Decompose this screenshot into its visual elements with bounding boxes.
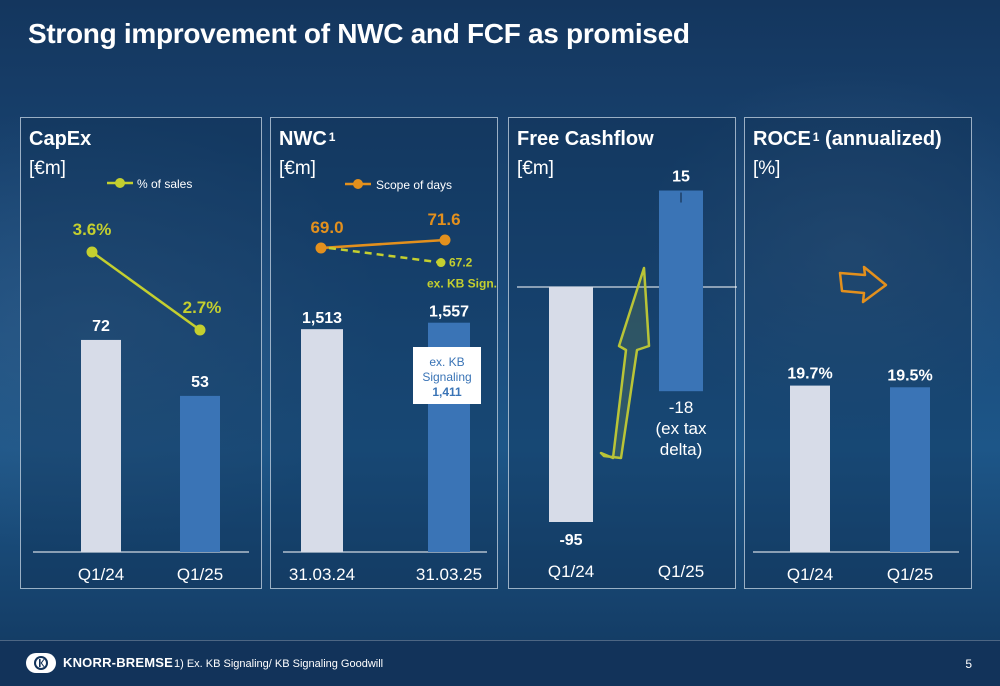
- roce-bar: [790, 385, 830, 552]
- nwc-panel: NWC 1 [€m] 1,513 31.03.24 1,557 31.03.25 ex. …: [270, 117, 498, 589]
- nwc-legend-label: Scope of days: [376, 178, 452, 192]
- nwc-title-text: NWC: [279, 128, 327, 150]
- knorr-bremse-logo-icon: [26, 653, 56, 673]
- fcf-chart: -95 15 -18 (ex tax delta) Q1/24 Q1/25: [517, 169, 737, 581]
- roce-title: ROCE 1 (annualized): [753, 128, 942, 151]
- fcf-bar: [549, 287, 593, 522]
- roce-bar-value: 19.7%: [787, 366, 832, 383]
- capex-x-tick: Q1/25: [177, 565, 223, 584]
- capex-sales-label: 3.6%: [73, 220, 112, 239]
- roce-title-text: ROCE: [753, 128, 811, 150]
- roce-title-suffix: (annualized): [825, 128, 942, 150]
- nwc-chart: 1,513 31.03.24 1,557 31.03.25 ex. KBSignalin…: [283, 178, 497, 584]
- nwc-exkb-point: [436, 258, 446, 268]
- nwc-unit: [€m]: [279, 158, 316, 179]
- capex-sales-point: [194, 324, 206, 336]
- nwc-x-tick: 31.03.24: [289, 565, 355, 584]
- capex-bar: [180, 395, 220, 552]
- capex-sales-point: [86, 246, 98, 258]
- fcf-unit: [€m]: [517, 158, 554, 179]
- capex-bar: [81, 339, 121, 552]
- fcf-extax-label: (ex tax: [655, 419, 707, 438]
- background: [0, 0, 1000, 640]
- fcf-panel: Free Cashflow [€m] -95 15 -18 (ex tax delta)…: [508, 117, 737, 589]
- roce-unit: [%]: [753, 158, 781, 179]
- capex-sales-label: 2.7%: [183, 298, 222, 317]
- nwc-bar-value: 1,557: [429, 304, 469, 321]
- footer: KNORR-BREMSE 1) Ex. KB Signaling/ KB Sig…: [0, 640, 1000, 686]
- nwc-days-line: [320, 238, 446, 250]
- roce-arrow: [838, 265, 888, 304]
- fcf-extax-label: delta): [660, 440, 703, 459]
- page-number: 5: [965, 657, 972, 671]
- roce-x-tick: Q1/24: [787, 565, 833, 584]
- nwc-callout-value: 1,411: [432, 385, 462, 399]
- nwc-callout-box: [413, 347, 481, 404]
- nwc-exkb-caption: ex. KB Sign.: [427, 277, 497, 291]
- logo-text: KNORR-BREMSE: [63, 655, 174, 670]
- capex-bar-value: 72: [92, 318, 110, 335]
- roce-x-tick: Q1/25: [887, 565, 933, 584]
- roce-panel: ROCE 1 (annualized) [%] 19.7% Q1/24 19.5% Q1…: [744, 117, 972, 589]
- fcf-improvement-arrow: [599, 266, 651, 460]
- capex-unit: [€m]: [29, 158, 66, 179]
- nwc-exkb-value: 67.2: [449, 256, 473, 270]
- fcf-bar-value: 15: [672, 169, 690, 186]
- fcf-x-tick: Q1/24: [548, 562, 594, 581]
- nwc-legend-marker: [353, 179, 363, 189]
- nwc-days-point: [439, 234, 451, 246]
- nwc-callout-line2: Signaling: [422, 370, 471, 384]
- fcf-title: Free Cashflow: [517, 128, 654, 150]
- roce-title-footnote: 1: [812, 130, 820, 144]
- footnote: 1) Ex. KB Signaling/ KB Signaling Goodwi…: [174, 658, 384, 670]
- nwc-bar: [301, 329, 343, 552]
- nwc-title-footnote: 1: [328, 130, 336, 144]
- nwc-days-label: 69.0: [310, 218, 343, 237]
- slide-title: Strong improvement of NWC and FCF as pro…: [28, 18, 690, 49]
- nwc-days-label: 71.6: [427, 210, 460, 229]
- capex-legend-label: % of sales: [137, 177, 192, 191]
- roce-bar-value: 19.5%: [887, 367, 932, 384]
- capex-sales-line: [91, 250, 201, 332]
- capex-chart: 72 Q1/24 53 Q1/25 3.6% 2.7% % of sales: [33, 177, 249, 584]
- capex-panel: CapEx [€m] 72 Q1/24 53 Q1/25 3.6% 2.7% % of sa…: [20, 117, 262, 589]
- fcf-extax-bar: [659, 287, 703, 392]
- fcf-extax-label: -18: [669, 398, 694, 417]
- nwc-bar-value: 1,513: [302, 310, 342, 327]
- capex-bar-value: 53: [191, 374, 209, 391]
- nwc-days-point: [315, 242, 327, 254]
- capex-x-tick: Q1/24: [78, 565, 124, 584]
- fcf-bar-value: -95: [559, 532, 582, 549]
- fcf-bar: [659, 190, 703, 287]
- nwc-x-tick: 31.03.25: [416, 565, 482, 584]
- nwc-exkb-dashed-line: [328, 246, 442, 264]
- roce-chart: 19.7% Q1/24 19.5% Q1/25: [753, 265, 959, 584]
- roce-bar: [890, 387, 930, 552]
- nwc-title: NWC 1: [279, 128, 335, 151]
- capex-title: CapEx: [29, 128, 92, 150]
- fcf-x-tick: Q1/25: [658, 562, 704, 581]
- capex-legend-marker: [115, 178, 125, 188]
- nwc-callout-line1: ex. KB: [429, 355, 464, 369]
